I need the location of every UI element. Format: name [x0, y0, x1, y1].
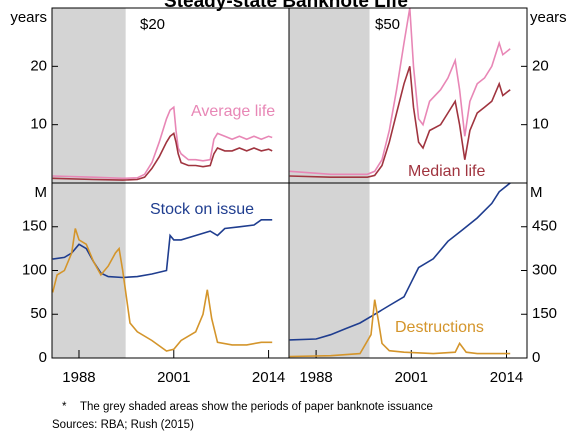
y-axis-label: M: [35, 184, 48, 201]
x-tick-label: 2001: [395, 369, 428, 386]
y-tick-label: 10: [30, 116, 47, 133]
series-label: Median life: [408, 163, 485, 180]
footnote-mark: *: [62, 401, 67, 413]
series-line: [52, 219, 273, 279]
x-tick-label: 1988: [62, 369, 95, 386]
y2-axis-label: M: [530, 184, 543, 201]
y-tick-label: 20: [532, 57, 549, 74]
panel-frame: [288, 182, 528, 359]
series-line: [52, 105, 273, 180]
x-tick-label: 2014: [252, 369, 285, 386]
y-tick-label: 450: [532, 218, 557, 235]
y-tick-label: 100: [22, 261, 47, 278]
shaded-period: [52, 8, 126, 183]
shaded-period: [289, 183, 370, 358]
series-line: [289, 182, 511, 341]
chart-title: Steady-state Banknote Life: [164, 0, 408, 12]
panel-title: $20: [140, 16, 165, 33]
panel-title: $50: [375, 16, 400, 33]
series-line: [289, 7, 511, 176]
series-label: Stock on issue: [150, 201, 254, 218]
y-axis-label: years: [10, 9, 47, 26]
y-tick-label: 50: [30, 305, 47, 322]
series-line: [51, 228, 273, 352]
y-tick-label: 0: [532, 349, 540, 366]
x-tick-label: 1988: [299, 369, 332, 386]
series-line: [52, 132, 273, 181]
y-tick-label: 20: [30, 57, 47, 74]
footnote: The grey shaded areas show the periods o…: [80, 401, 433, 413]
series-line: [289, 66, 511, 178]
y-tick-label: 0: [39, 349, 47, 366]
x-tick-label: 2014: [490, 369, 523, 386]
sources: Sources: RBA; Rush (2015): [52, 419, 194, 431]
series-label: Destructions: [395, 319, 484, 336]
shaded-period: [289, 8, 370, 183]
series-label: Average life: [191, 103, 275, 120]
y-tick-label: 150: [532, 305, 557, 322]
y-tick-label: 10: [532, 116, 549, 133]
y-tick-label: 300: [532, 261, 557, 278]
x-tick-label: 2001: [157, 369, 190, 386]
y2-axis-label: years: [530, 9, 567, 26]
series-line: [289, 299, 511, 358]
y-tick-label: 150: [22, 218, 47, 235]
